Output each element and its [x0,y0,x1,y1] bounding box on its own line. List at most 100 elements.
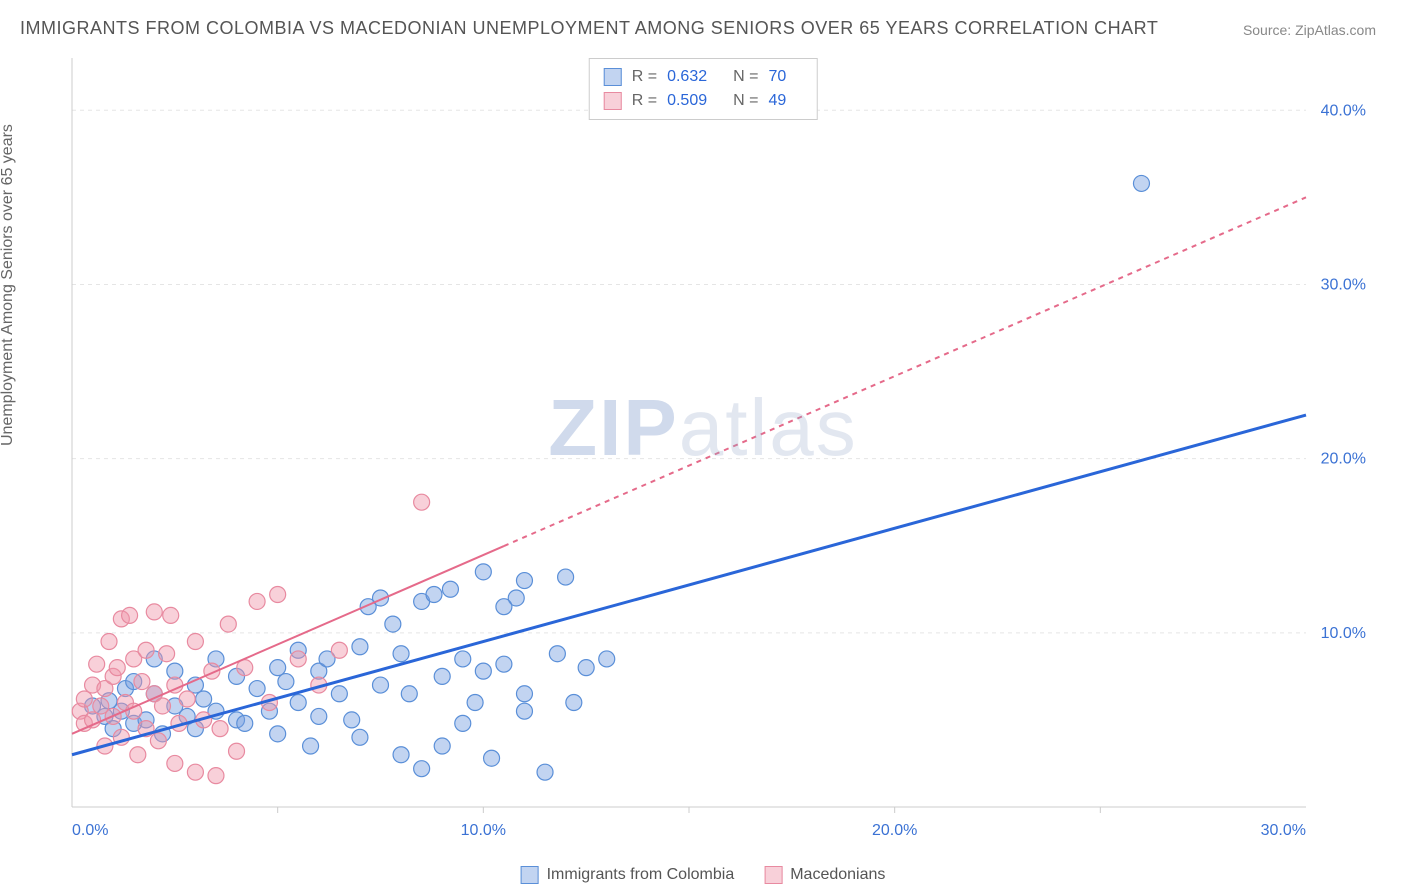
scatter-point [76,691,92,707]
scatter-point [385,616,401,632]
scatter-point [290,694,306,710]
chart-title: IMMIGRANTS FROM COLOMBIA VS MACEDONIAN U… [20,18,1158,39]
scatter-point [414,761,430,777]
r-label: R = [632,65,657,89]
scatter-point [311,708,327,724]
scatter-point [352,729,368,745]
scatter-point [249,681,265,697]
scatter-point [455,651,471,667]
scatter-point [496,656,512,672]
x-tick-label: 20.0% [872,822,917,839]
scatter-point [229,743,245,759]
scatter-point [442,581,458,597]
scatter-point [537,764,553,780]
r-value: 0.632 [667,65,707,89]
scatter-point [130,747,146,763]
scatter-point [484,750,500,766]
y-tick-label: 40.0% [1321,102,1366,119]
scatter-point [150,733,166,749]
trend-line-dashed [504,197,1306,546]
scatter-point [270,660,286,676]
scatter-point [331,686,347,702]
scatter-point [138,642,154,658]
scatter-point [393,646,409,662]
scatter-point [187,764,203,780]
r-value: 0.509 [667,89,707,113]
y-tick-label: 30.0% [1321,276,1366,293]
scatter-point [566,694,582,710]
y-tick-label: 10.0% [1321,625,1366,642]
scatter-point [467,694,483,710]
scatter-point [303,738,319,754]
scatter-point [122,607,138,623]
scatter-point [496,599,512,615]
stats-legend: R = 0.632 N = 70 R = 0.509 N = 49 [589,58,818,120]
scatter-point [401,686,417,702]
scatter-point [89,656,105,672]
scatter-point [475,564,491,580]
scatter-point [109,660,125,676]
legend-item: Macedonians [764,866,885,884]
scatter-point [516,573,532,589]
scatter-point [278,674,294,690]
trend-line-solid [72,546,504,734]
scatter-point [599,651,615,667]
scatter-point [220,616,236,632]
scatter-point [516,703,532,719]
scatter-point [414,494,430,510]
stats-legend-row: R = 0.632 N = 70 [604,65,803,89]
source-value: ZipAtlas.com [1295,22,1376,38]
x-tick-label: 10.0% [461,822,506,839]
n-value: 70 [768,65,786,89]
source-attribution: Source: ZipAtlas.com [1243,22,1376,38]
scatter-point [270,726,286,742]
scatter-point [434,738,450,754]
scatter-point [154,698,170,714]
legend-label: Immigrants from Colombia [547,866,735,884]
scatter-point [249,593,265,609]
scatter-point [434,668,450,684]
scatter-point [270,586,286,602]
scatter-point [1133,175,1149,191]
y-tick-label: 20.0% [1321,451,1366,468]
scatter-point [179,691,195,707]
scatter-point [146,604,162,620]
n-value: 49 [768,89,786,113]
scatter-point [344,712,360,728]
n-label: N = [733,65,758,89]
source-label: Source: [1243,22,1291,38]
scatter-point [163,607,179,623]
scatter-point [578,660,594,676]
legend-label: Macedonians [790,866,885,884]
legend-item: Immigrants from Colombia [521,866,735,884]
scatter-point [549,646,565,662]
scatter-point [167,755,183,771]
n-label: N = [733,89,758,113]
scatter-point [237,715,253,731]
scatter-point [208,768,224,784]
scatter-point [196,691,212,707]
scatter-point [331,642,347,658]
r-label: R = [632,89,657,113]
scatter-point [393,747,409,763]
stats-legend-row: R = 0.509 N = 49 [604,89,803,113]
scatter-chart: 0.0% 10.0% 20.0% 30.0% 10.0% 20.0% 30.0% 40.0% [60,50,1376,847]
scatter-point [516,686,532,702]
scatter-point [352,639,368,655]
scatter-point [101,634,117,650]
scatter-point [290,651,306,667]
scatter-point [475,663,491,679]
scatter-point [134,674,150,690]
legend-swatch [604,92,622,110]
legend-swatch [604,68,622,86]
scatter-point [426,586,442,602]
scatter-point [212,721,228,737]
scatter-point [187,634,203,650]
series-legend: Immigrants from Colombia Macedonians [521,866,886,884]
legend-swatch [764,866,782,884]
x-tick-label: 30.0% [1261,822,1306,839]
scatter-point [373,677,389,693]
x-tick-label: 0.0% [72,822,108,839]
scatter-point [558,569,574,585]
legend-swatch [521,866,539,884]
